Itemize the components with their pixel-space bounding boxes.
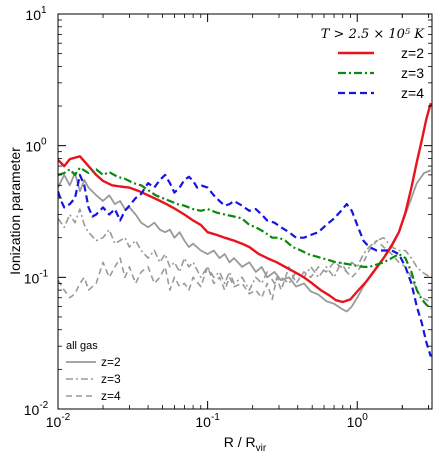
y-axis-label: Ionization parameter — [7, 147, 23, 275]
all-gas-legend: z=2 z=3 z=4 — [66, 355, 121, 403]
hot-legend-label: z=2 — [401, 45, 424, 61]
series-line-all-z2 — [58, 169, 432, 313]
plot-area — [58, 14, 432, 409]
plot-frame — [57, 13, 433, 410]
series-line-hot-z4 — [58, 173, 432, 357]
all-legend-label: z=3 — [101, 372, 121, 386]
y-tick-label: 101 — [25, 5, 47, 23]
all-gas-legend-title: all gas — [66, 340, 98, 352]
hot-legend-title: T > 2.5 × 10⁵ K — [321, 27, 426, 42]
y-tick-label: 10-2 — [24, 400, 49, 418]
all-legend-label: z=2 — [101, 355, 121, 369]
x-tick-label: 10-2 — [46, 412, 71, 430]
series-line-hot-z3 — [58, 166, 432, 310]
hot-legend-label: z=4 — [401, 85, 424, 101]
series-line-hot-z2 — [58, 102, 432, 304]
series-layer — [58, 102, 432, 357]
hot-legend: z=2 z=3 z=4 — [338, 45, 424, 101]
all-legend-label: z=4 — [101, 389, 121, 403]
y-tick-label: 10-1 — [24, 268, 49, 286]
series-line-all-z3 — [58, 208, 432, 291]
x-axis-label: R / Rvir — [224, 434, 267, 454]
x-tick-label: 100 — [347, 412, 369, 430]
y-tick-label: 100 — [25, 137, 47, 155]
hot-legend-label: z=3 — [401, 65, 424, 81]
x-tick-label: 10-1 — [195, 412, 220, 430]
